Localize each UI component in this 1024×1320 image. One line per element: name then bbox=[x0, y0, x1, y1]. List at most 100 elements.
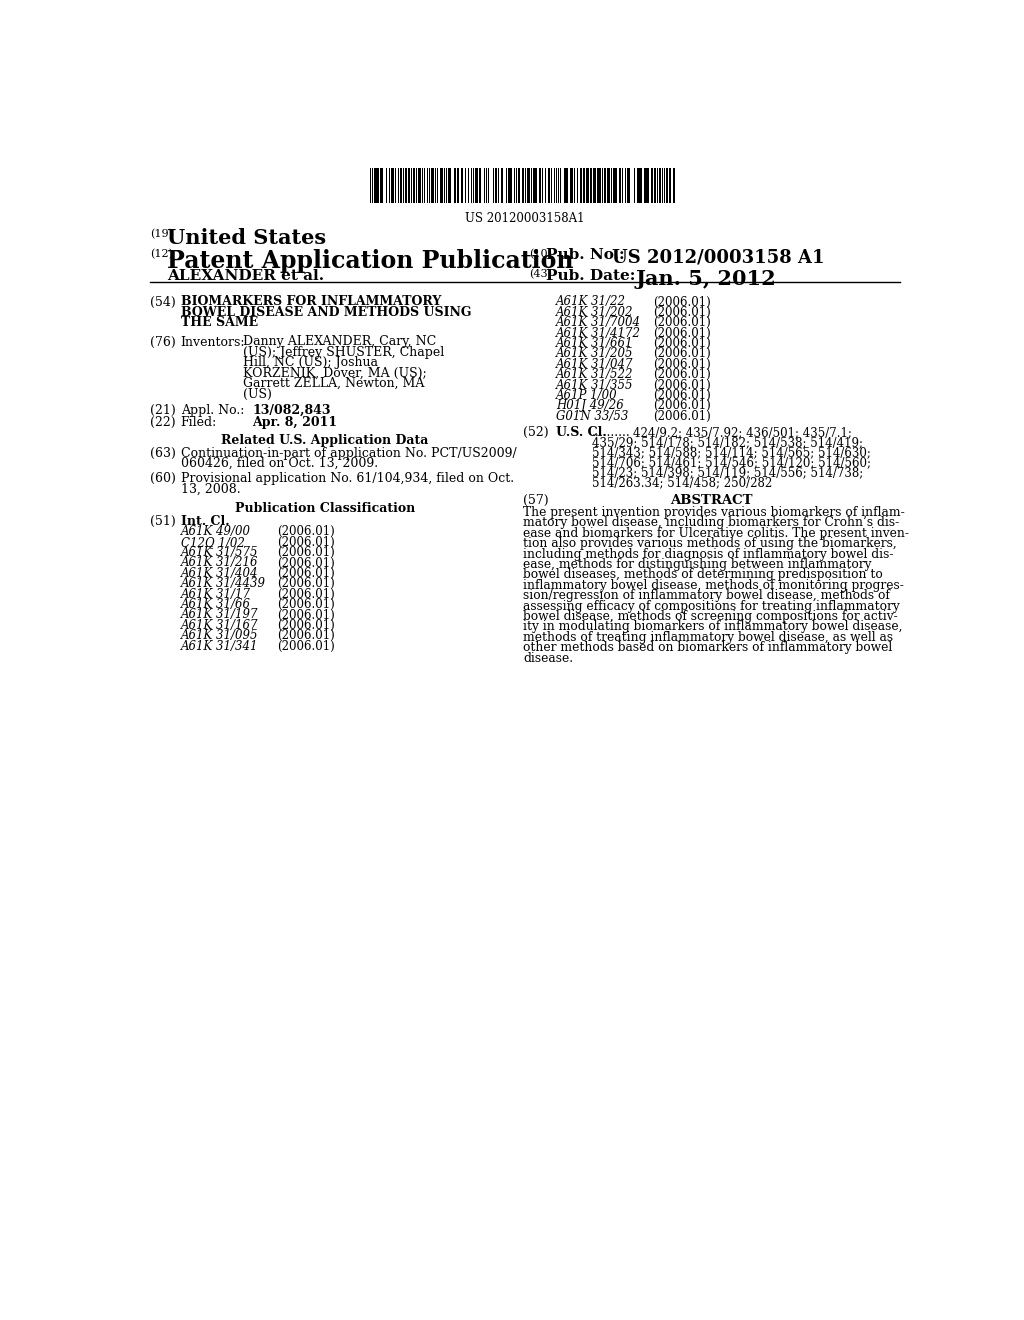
Text: other methods based on biomarkers of inflammatory bowel: other methods based on biomarkers of inf… bbox=[523, 642, 893, 655]
Bar bbox=[613, 168, 614, 203]
Bar bbox=[498, 168, 500, 203]
Bar bbox=[583, 168, 586, 203]
Text: Patent Application Publication: Patent Application Publication bbox=[167, 249, 573, 273]
Bar bbox=[475, 168, 477, 203]
Bar bbox=[527, 168, 530, 203]
Bar bbox=[461, 168, 463, 203]
Text: 514/263.34; 514/458; 250/282: 514/263.34; 514/458; 250/282 bbox=[592, 477, 772, 490]
Bar bbox=[644, 168, 646, 203]
Bar bbox=[637, 168, 640, 203]
Text: (2006.01): (2006.01) bbox=[278, 536, 335, 549]
Text: A61K 31/095: A61K 31/095 bbox=[180, 630, 258, 643]
Text: (22): (22) bbox=[150, 416, 175, 429]
Text: (2006.01): (2006.01) bbox=[652, 379, 711, 392]
Text: (2006.01): (2006.01) bbox=[278, 640, 335, 652]
Bar bbox=[656, 168, 658, 203]
Text: H01J 49/26: H01J 49/26 bbox=[556, 400, 624, 412]
Text: ALEXANDER et al.: ALEXANDER et al. bbox=[167, 269, 324, 284]
Text: A61K 31/202: A61K 31/202 bbox=[556, 306, 633, 319]
Bar bbox=[615, 168, 617, 203]
Text: bowel diseases, methods of determining predisposition to: bowel diseases, methods of determining p… bbox=[523, 569, 883, 581]
Text: C12Q 1/02: C12Q 1/02 bbox=[180, 536, 245, 549]
Bar bbox=[495, 168, 497, 203]
Text: 435/29; 514/178; 514/182; 514/538; 514/419;: 435/29; 514/178; 514/182; 514/538; 514/4… bbox=[592, 437, 863, 449]
Text: A61K 31/167: A61K 31/167 bbox=[180, 619, 258, 632]
Text: (2006.01): (2006.01) bbox=[652, 389, 711, 403]
Text: A61P 1/00: A61P 1/00 bbox=[556, 389, 617, 403]
Text: Apr. 8, 2011: Apr. 8, 2011 bbox=[252, 416, 337, 429]
Bar bbox=[640, 168, 642, 203]
Text: Danny ALEXANDER, Cary, NC: Danny ALEXANDER, Cary, NC bbox=[243, 335, 436, 348]
Text: Appl. No.:: Appl. No.: bbox=[180, 404, 244, 417]
Text: (12): (12) bbox=[150, 248, 173, 259]
Text: (2006.01): (2006.01) bbox=[652, 317, 711, 329]
Text: (51): (51) bbox=[150, 515, 175, 528]
Text: (2006.01): (2006.01) bbox=[652, 306, 711, 319]
Text: (76): (76) bbox=[150, 335, 175, 348]
Bar bbox=[664, 168, 665, 203]
Text: KORZENIK, Dover, MA (US);: KORZENIK, Dover, MA (US); bbox=[243, 367, 426, 380]
Bar bbox=[593, 168, 595, 203]
Bar bbox=[539, 168, 541, 203]
Text: Hill, NC (US); Joshua: Hill, NC (US); Joshua bbox=[243, 356, 378, 370]
Text: A61K 31/17: A61K 31/17 bbox=[180, 587, 251, 601]
Text: (2006.01): (2006.01) bbox=[652, 400, 711, 412]
Text: BIOMARKERS FOR INFLAMMATORY: BIOMARKERS FOR INFLAMMATORY bbox=[180, 296, 441, 309]
Text: ABSTRACT: ABSTRACT bbox=[671, 494, 753, 507]
Text: (US): (US) bbox=[243, 388, 271, 400]
Text: (2006.01): (2006.01) bbox=[652, 347, 711, 360]
Bar bbox=[431, 168, 432, 203]
Text: 514/706; 514/461; 514/546; 514/120; 514/560;: 514/706; 514/461; 514/546; 514/120; 514/… bbox=[592, 457, 871, 470]
Text: tion also provides various methods of using the biomarkers,: tion also provides various methods of us… bbox=[523, 537, 897, 550]
Bar bbox=[598, 168, 601, 203]
Text: (63): (63) bbox=[150, 446, 175, 459]
Text: A61K 31/047: A61K 31/047 bbox=[556, 358, 633, 371]
Text: A61K 31/4439: A61K 31/4439 bbox=[180, 577, 265, 590]
Text: 514/23; 514/398; 514/119; 514/556; 514/738;: 514/23; 514/398; 514/119; 514/556; 514/7… bbox=[592, 466, 863, 479]
Text: Provisional application No. 61/104,934, filed on Oct.: Provisional application No. 61/104,934, … bbox=[180, 473, 514, 486]
Bar bbox=[542, 168, 544, 203]
Bar bbox=[416, 168, 417, 203]
Bar bbox=[611, 168, 612, 203]
Text: inflammatory bowel disease, methods of monitoring progres-: inflammatory bowel disease, methods of m… bbox=[523, 579, 904, 591]
Bar bbox=[515, 168, 517, 203]
Text: 13/082,843: 13/082,843 bbox=[252, 404, 331, 417]
Text: Jan. 5, 2012: Jan. 5, 2012 bbox=[636, 269, 776, 289]
Bar bbox=[625, 168, 627, 203]
Text: ease, methods for distinguishing between inflammatory: ease, methods for distinguishing between… bbox=[523, 558, 871, 572]
Bar bbox=[501, 168, 503, 203]
Bar bbox=[414, 168, 415, 203]
Text: US 2012/0003158 A1: US 2012/0003158 A1 bbox=[611, 248, 824, 267]
Bar bbox=[556, 168, 557, 203]
Text: Filed:: Filed: bbox=[180, 416, 217, 429]
Bar bbox=[445, 168, 447, 203]
Bar bbox=[406, 168, 407, 203]
Bar bbox=[607, 168, 610, 203]
Text: A61K 31/22: A61K 31/22 bbox=[556, 296, 626, 309]
Bar bbox=[666, 168, 669, 203]
Bar bbox=[563, 168, 566, 203]
Text: 13, 2008.: 13, 2008. bbox=[180, 483, 241, 495]
Bar bbox=[457, 168, 459, 203]
Text: (57): (57) bbox=[523, 494, 549, 507]
Bar bbox=[560, 168, 561, 203]
Text: Pub. Date:: Pub. Date: bbox=[547, 269, 636, 284]
Bar bbox=[620, 168, 621, 203]
Text: A61K 31/205: A61K 31/205 bbox=[556, 347, 633, 360]
Bar bbox=[400, 168, 402, 203]
Text: Continuation-in-part of application No. PCT/US2009/: Continuation-in-part of application No. … bbox=[180, 446, 516, 459]
Text: (52): (52) bbox=[523, 426, 549, 440]
Bar bbox=[391, 168, 394, 203]
Text: THE SAME: THE SAME bbox=[180, 317, 258, 329]
Text: (2006.01): (2006.01) bbox=[652, 337, 711, 350]
Text: (2006.01): (2006.01) bbox=[278, 609, 335, 622]
Text: (2006.01): (2006.01) bbox=[278, 630, 335, 643]
Text: (2006.01): (2006.01) bbox=[278, 619, 335, 632]
Text: disease.: disease. bbox=[523, 652, 573, 664]
Text: A61K 31/341: A61K 31/341 bbox=[180, 640, 258, 652]
Text: Garrett ZELLA, Newton, MA: Garrett ZELLA, Newton, MA bbox=[243, 378, 424, 391]
Bar bbox=[471, 168, 472, 203]
Text: methods of treating inflammatory bowel disease, as well as: methods of treating inflammatory bowel d… bbox=[523, 631, 893, 644]
Text: G01N 33/53: G01N 33/53 bbox=[556, 409, 628, 422]
Text: (2006.01): (2006.01) bbox=[652, 326, 711, 339]
